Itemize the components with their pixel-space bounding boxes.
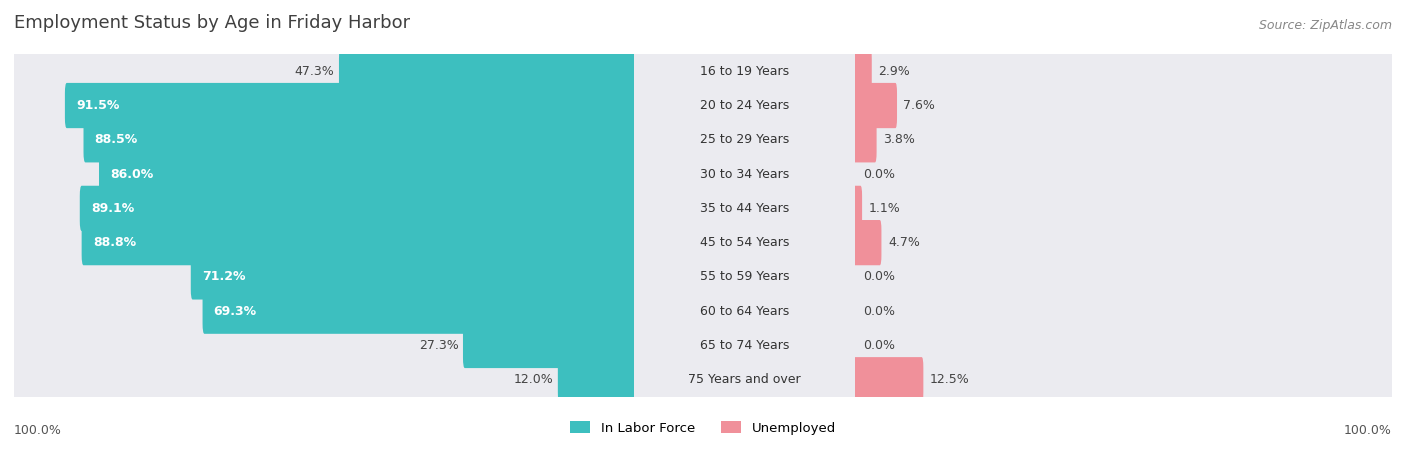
Text: 0.0%: 0.0% (863, 339, 894, 352)
Text: 69.3%: 69.3% (214, 305, 257, 318)
Text: 7.6%: 7.6% (904, 99, 935, 112)
Text: Source: ZipAtlas.com: Source: ZipAtlas.com (1258, 18, 1392, 32)
FancyBboxPatch shape (13, 323, 636, 368)
FancyBboxPatch shape (13, 186, 636, 231)
FancyBboxPatch shape (853, 83, 897, 128)
Text: 0.0%: 0.0% (863, 271, 894, 283)
FancyBboxPatch shape (853, 254, 1393, 299)
Text: 88.5%: 88.5% (94, 133, 138, 146)
Text: 86.0%: 86.0% (110, 168, 153, 180)
FancyBboxPatch shape (853, 357, 1393, 402)
FancyBboxPatch shape (13, 83, 636, 128)
Legend: In Labor Force, Unemployed: In Labor Force, Unemployed (565, 416, 841, 440)
FancyBboxPatch shape (13, 254, 636, 299)
FancyBboxPatch shape (853, 49, 1393, 94)
FancyBboxPatch shape (13, 117, 636, 162)
Text: 12.5%: 12.5% (929, 373, 970, 386)
Text: 45 to 54 Years: 45 to 54 Years (700, 236, 789, 249)
Text: 20 to 24 Years: 20 to 24 Years (700, 99, 789, 112)
Text: 2.9%: 2.9% (879, 65, 910, 78)
Text: 27.3%: 27.3% (419, 339, 458, 352)
Text: 89.1%: 89.1% (91, 202, 134, 215)
Text: 60 to 64 Years: 60 to 64 Years (700, 305, 789, 318)
FancyBboxPatch shape (634, 83, 855, 128)
Text: 12.0%: 12.0% (513, 373, 554, 386)
Text: 100.0%: 100.0% (14, 424, 62, 437)
Text: 65 to 74 Years: 65 to 74 Years (700, 339, 789, 352)
FancyBboxPatch shape (853, 186, 1393, 231)
FancyBboxPatch shape (853, 323, 1393, 368)
FancyBboxPatch shape (853, 49, 872, 94)
FancyBboxPatch shape (83, 117, 636, 162)
Text: 4.7%: 4.7% (887, 236, 920, 249)
FancyBboxPatch shape (853, 357, 924, 402)
FancyBboxPatch shape (82, 220, 636, 265)
FancyBboxPatch shape (98, 152, 636, 197)
FancyBboxPatch shape (853, 220, 882, 265)
FancyBboxPatch shape (634, 357, 855, 402)
FancyBboxPatch shape (853, 83, 1393, 128)
FancyBboxPatch shape (634, 49, 855, 94)
Text: 55 to 59 Years: 55 to 59 Years (700, 271, 789, 283)
FancyBboxPatch shape (634, 289, 855, 334)
FancyBboxPatch shape (853, 186, 862, 231)
Text: 3.8%: 3.8% (883, 133, 915, 146)
FancyBboxPatch shape (65, 83, 636, 128)
FancyBboxPatch shape (191, 254, 636, 299)
Text: 71.2%: 71.2% (202, 271, 246, 283)
FancyBboxPatch shape (853, 117, 876, 162)
FancyBboxPatch shape (339, 49, 636, 94)
Text: 91.5%: 91.5% (76, 99, 120, 112)
FancyBboxPatch shape (634, 186, 855, 231)
Text: 1.1%: 1.1% (869, 202, 900, 215)
FancyBboxPatch shape (634, 254, 855, 299)
FancyBboxPatch shape (634, 152, 855, 197)
FancyBboxPatch shape (634, 220, 855, 265)
Text: Employment Status by Age in Friday Harbor: Employment Status by Age in Friday Harbo… (14, 14, 411, 32)
Text: 30 to 34 Years: 30 to 34 Years (700, 168, 789, 180)
Text: 16 to 19 Years: 16 to 19 Years (700, 65, 789, 78)
FancyBboxPatch shape (13, 49, 636, 94)
FancyBboxPatch shape (13, 220, 636, 265)
FancyBboxPatch shape (202, 289, 636, 334)
FancyBboxPatch shape (853, 117, 1393, 162)
FancyBboxPatch shape (558, 357, 636, 402)
FancyBboxPatch shape (853, 152, 1393, 197)
FancyBboxPatch shape (463, 323, 636, 368)
Text: 25 to 29 Years: 25 to 29 Years (700, 133, 789, 146)
Text: 100.0%: 100.0% (1344, 424, 1392, 437)
Text: 0.0%: 0.0% (863, 168, 894, 180)
FancyBboxPatch shape (13, 152, 636, 197)
Text: 47.3%: 47.3% (295, 65, 335, 78)
FancyBboxPatch shape (634, 117, 855, 162)
FancyBboxPatch shape (13, 357, 636, 402)
FancyBboxPatch shape (853, 289, 1393, 334)
FancyBboxPatch shape (13, 289, 636, 334)
FancyBboxPatch shape (80, 186, 636, 231)
FancyBboxPatch shape (853, 220, 1393, 265)
FancyBboxPatch shape (634, 323, 855, 368)
Text: 75 Years and over: 75 Years and over (688, 373, 800, 386)
Text: 35 to 44 Years: 35 to 44 Years (700, 202, 789, 215)
Text: 88.8%: 88.8% (93, 236, 136, 249)
Text: 0.0%: 0.0% (863, 305, 894, 318)
